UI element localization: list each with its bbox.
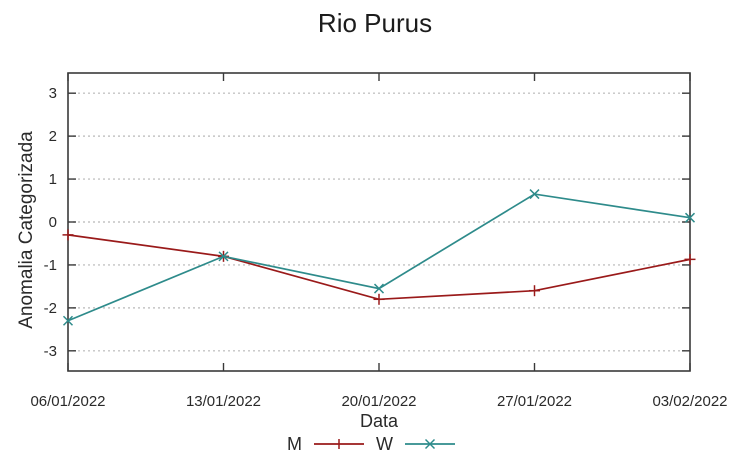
x-tick-label: 27/01/2022 bbox=[497, 393, 572, 410]
y-tick-label: 3 bbox=[49, 85, 57, 102]
y-tick-label: 2 bbox=[49, 128, 57, 145]
legend-label-m: M bbox=[287, 433, 302, 454]
legend-label-w: W bbox=[376, 433, 393, 454]
x-tick-label: 13/01/2022 bbox=[186, 393, 261, 410]
data-point-marker-w bbox=[62, 315, 74, 326]
x-tick-label: 03/02/2022 bbox=[652, 393, 727, 410]
series-line-m bbox=[67, 234, 691, 301]
legend-sample-m-line-icon bbox=[314, 439, 364, 449]
x-tick-label: 06/01/2022 bbox=[30, 393, 105, 410]
y-tick-label: -3 bbox=[44, 343, 57, 360]
data-point-marker-w bbox=[373, 283, 385, 294]
y-tick-label: 0 bbox=[49, 214, 57, 231]
y-tick-label: -1 bbox=[44, 257, 57, 274]
chart-legend: M W bbox=[287, 433, 455, 455]
legend-sample-segment bbox=[424, 438, 436, 450]
data-point-marker-w bbox=[218, 251, 229, 262]
data-point-marker-w bbox=[529, 189, 540, 200]
data-point-marker-w bbox=[684, 212, 696, 223]
y-tick-label: -2 bbox=[44, 300, 57, 317]
legend-sample-w-line-icon bbox=[405, 438, 455, 450]
chart-title: Rio Purus bbox=[317, 8, 433, 38]
y-axis-label: Anomalia Categorizada bbox=[16, 131, 37, 329]
x-tick-label: 20/01/2022 bbox=[341, 393, 416, 410]
x-axis-label: Data bbox=[359, 411, 399, 431]
y-tick-label: 1 bbox=[49, 171, 57, 188]
